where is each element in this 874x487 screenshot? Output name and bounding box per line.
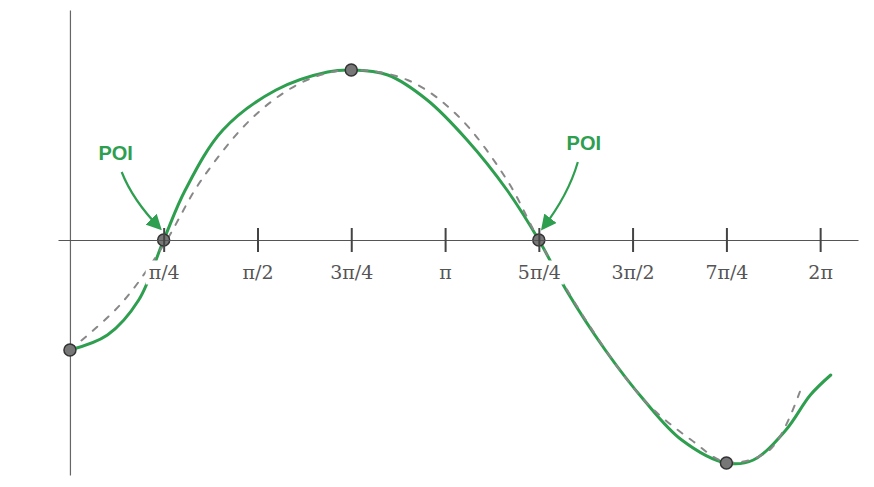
annotation-arrow [122,172,160,228]
x-axis-line [59,240,859,241]
x-tick-label: 5π/4 [518,261,561,283]
x-tick-label: π/2 [243,261,274,283]
x-tick: 7π/4 [702,228,751,284]
label-patch [515,260,564,284]
x-tick-mark [445,228,447,252]
x-tick: 3π/2 [609,228,658,284]
x-tick-label: 3π/4 [330,261,373,283]
y-axis-line [70,11,71,476]
x-tick: π/4 [146,228,183,284]
annotations: POI POI [98,132,601,228]
label-patch [436,260,455,284]
x-tick-mark [632,228,634,252]
x-tick-label: π/4 [149,261,180,283]
x-tick: π/2 [240,228,277,284]
label-patch [327,260,376,284]
label-patch [805,260,836,284]
plot-area [64,64,831,469]
x-tick-mark [351,228,353,252]
label-patch [609,260,658,284]
x-tick-mark [257,228,259,252]
point [720,457,732,469]
label-patch [702,260,751,284]
y-axis [70,11,71,476]
annotation-label: POI [567,132,601,154]
x-tick-mark [163,228,165,252]
annotation-label: POI [98,142,132,164]
dashed-curve [70,70,802,462]
x-tick-mark [726,228,728,252]
x-tick: 5π/4 [515,228,564,284]
x-tick-mark [538,228,540,252]
point [64,344,76,356]
x-tick-label: 2π [808,261,833,283]
x-tick: π [436,228,455,284]
x-tick: 2π [805,228,836,284]
chart: π/4 π/2 3π/4 π 5π/4 3π/2 7π/4 2π POI POI [0,0,874,487]
label-patch [240,260,277,284]
solid-curve [70,70,831,464]
annotation-arrow [543,162,578,228]
x-axis: π/4 π/2 3π/4 π 5π/4 3π/2 7π/4 2π [59,228,859,284]
x-tick-label: 7π/4 [705,261,748,283]
label-patch [146,260,183,284]
x-tick: 3π/4 [327,228,376,284]
point [345,64,357,76]
x-tick-mark [820,228,822,252]
x-tick-label: π [439,261,452,283]
x-tick-label: 3π/2 [612,261,655,283]
